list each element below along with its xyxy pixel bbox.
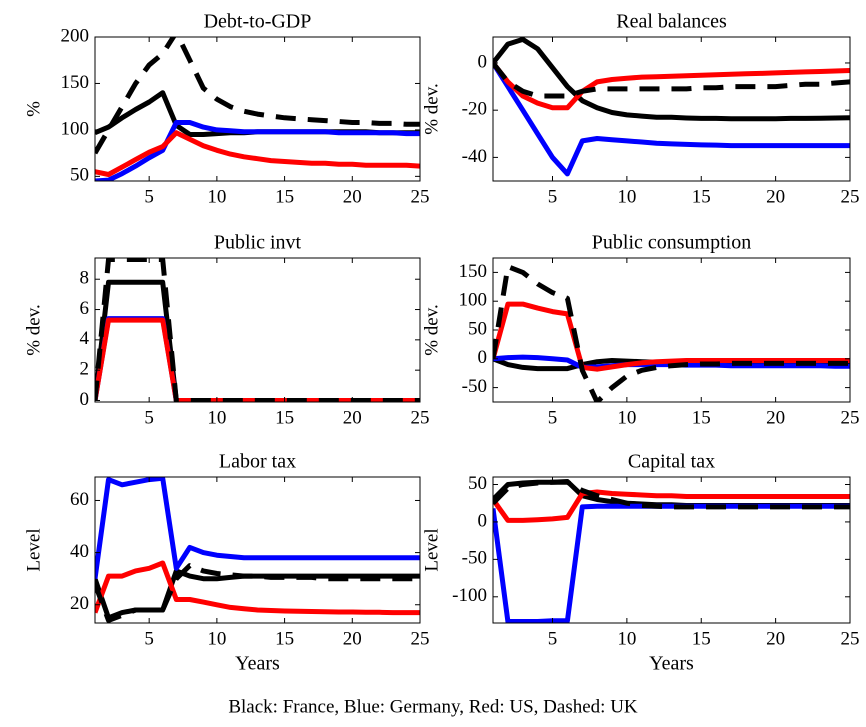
y-axis-label: % dev. <box>421 304 442 356</box>
series-line <box>493 61 850 111</box>
plot-area <box>493 477 850 623</box>
x-tick-label: 20 <box>343 628 362 649</box>
plot-area <box>95 477 420 623</box>
x-tick-label: 25 <box>411 628 430 649</box>
plot-lines <box>493 37 850 177</box>
y-tick-label: -50 <box>462 376 487 397</box>
chart-title: Debt-to-GDP <box>204 11 312 33</box>
series-line <box>493 489 850 523</box>
x-tick-label: 20 <box>766 407 785 428</box>
x-tick-label: 10 <box>617 628 636 649</box>
plot-lines <box>95 258 420 402</box>
y-tick-label: 150 <box>459 261 488 282</box>
x-tick-label: 25 <box>841 628 860 649</box>
x-tick-label: 15 <box>692 628 711 649</box>
y-axis-label: % dev. <box>421 83 442 135</box>
x-tick-label: 20 <box>343 407 362 428</box>
x-tick-label: 15 <box>692 186 711 207</box>
series-line <box>95 120 420 181</box>
series-line <box>95 130 420 177</box>
plot-area <box>95 258 420 402</box>
y-tick-label: 2 <box>80 359 90 380</box>
plot-lines <box>493 264 850 402</box>
y-tick-label: -40 <box>462 146 487 167</box>
x-tick-label: 25 <box>411 407 430 428</box>
series-line <box>95 258 420 402</box>
y-tick-label: 100 <box>61 118 90 139</box>
x-tick-label: 5 <box>548 407 558 428</box>
y-tick-label: 8 <box>80 268 90 289</box>
chart-title: Real balances <box>616 11 727 33</box>
x-tick-label: 10 <box>207 407 226 428</box>
axes-box <box>492 36 851 182</box>
axes-box <box>94 257 421 403</box>
series-line <box>493 61 850 99</box>
x-tick-label: 25 <box>411 186 430 207</box>
y-tick-label: 200 <box>61 25 90 46</box>
x-tick-label: 20 <box>766 186 785 207</box>
y-tick-label: -50 <box>462 548 487 569</box>
y-tick-label: 100 <box>459 290 488 311</box>
series-line <box>493 264 850 402</box>
x-tick-label: 15 <box>275 628 294 649</box>
plot-lines <box>95 37 420 181</box>
y-axis-label: Level <box>23 528 44 571</box>
series-line <box>95 563 420 623</box>
y-tick-label: -100 <box>452 585 487 606</box>
y-axis-label: % dev. <box>23 304 44 356</box>
series-line <box>95 37 420 155</box>
series-line <box>493 479 850 510</box>
y-tick-label: 50 <box>70 165 89 186</box>
series-line <box>493 37 850 122</box>
axes-box <box>94 476 421 624</box>
y-tick-label: 6 <box>80 298 90 319</box>
x-axis-label: Years <box>235 653 280 675</box>
y-axis-label: Level <box>421 528 442 571</box>
chart-title: Capital tax <box>628 451 715 473</box>
x-tick-label: 25 <box>841 186 860 207</box>
chart-title: Public consumption <box>592 232 751 254</box>
x-tick-label: 15 <box>275 407 294 428</box>
y-tick-label: 50 <box>468 318 487 339</box>
y-tick-label: 0 <box>478 510 488 531</box>
y-tick-label: 40 <box>70 541 89 562</box>
x-axis-label: Years <box>649 653 694 675</box>
x-tick-label: 10 <box>207 628 226 649</box>
x-tick-label: 5 <box>548 628 558 649</box>
chart-title: Labor tax <box>219 451 296 473</box>
x-tick-label: 20 <box>343 186 362 207</box>
y-tick-label: 4 <box>80 328 90 349</box>
y-tick-label: 60 <box>70 489 89 510</box>
x-tick-label: 5 <box>144 628 154 649</box>
plot-area <box>493 258 850 402</box>
y-tick-label: 50 <box>468 473 487 494</box>
x-tick-label: 5 <box>548 186 558 207</box>
y-tick-label: -20 <box>462 99 487 120</box>
chart-title: Public invt <box>214 232 302 254</box>
x-tick-label: 15 <box>692 407 711 428</box>
caption: Black: France, Blue: Germany, Red: US, D… <box>228 696 638 717</box>
x-tick-label: 25 <box>841 407 860 428</box>
y-tick-label: 0 <box>80 389 90 410</box>
x-tick-label: 15 <box>275 186 294 207</box>
axes-box <box>94 36 421 182</box>
y-tick-label: 150 <box>61 72 90 93</box>
series-line <box>493 301 850 372</box>
x-tick-label: 10 <box>617 186 636 207</box>
y-axis-label: % <box>23 101 44 117</box>
x-tick-label: 5 <box>144 186 154 207</box>
x-tick-label: 10 <box>207 186 226 207</box>
axes-box <box>492 476 851 624</box>
series-line <box>493 61 850 177</box>
series-line <box>95 560 420 616</box>
y-tick-label: 20 <box>70 593 89 614</box>
y-tick-label: 0 <box>478 347 488 368</box>
x-tick-label: 5 <box>144 407 154 428</box>
x-tick-label: 20 <box>766 628 785 649</box>
x-tick-label: 10 <box>617 407 636 428</box>
y-tick-label: 0 <box>478 51 488 72</box>
